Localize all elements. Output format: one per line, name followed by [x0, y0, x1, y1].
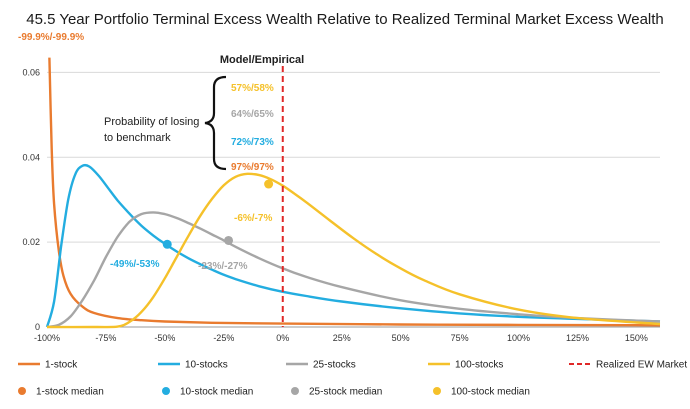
ten-stock-median-label: -49%/-53% — [110, 259, 160, 270]
y-tick-label: 0.04 — [22, 152, 40, 162]
series-line-10-stocks — [45, 163, 661, 328]
legend-label-25-stock-median: 25-stock median — [309, 387, 382, 398]
x-tick-label: 50% — [392, 333, 410, 343]
one-stock-median-label: -99.9%/-99.9% — [18, 32, 84, 43]
probability-brace — [204, 75, 227, 171]
legend-label-10-stocks: 10-stocks — [185, 360, 228, 371]
legend-label-25-stocks: 25-stocks — [313, 360, 356, 371]
x-tick-label: -100% — [34, 333, 60, 343]
legend-label-1-stock-median: 1-stock median — [36, 387, 104, 398]
x-tick-label: 25% — [333, 333, 351, 343]
y-tick-label: 0.02 — [22, 237, 40, 247]
probability-25-stocks: 64%/65% — [231, 109, 274, 120]
legend-marker-100-stock-median — [433, 387, 441, 395]
median-point-100-stock-median — [264, 179, 274, 189]
probability-caption-line1: Probability of losing — [104, 116, 199, 128]
model-empirical-heading: Model/Empirical — [220, 54, 304, 66]
hundred-stock-median-label: -6%/-7% — [234, 213, 272, 224]
axes: 0 0.02 0.04 0.06 -100% -75% -50% -25% 0% 25% 50% 75… — [22, 67, 660, 343]
legend-marker-25-stock-median — [291, 387, 299, 395]
x-tick-label: 75% — [451, 333, 469, 343]
twentyfive-stock-median-label: -23%/-27% — [198, 261, 248, 272]
median-markers — [162, 179, 274, 249]
x-tick-label: 125% — [566, 333, 589, 343]
legend: 1-stock 10-stocks 25-stocks 100-stocks Reali… — [18, 360, 687, 398]
median-point-10-stock-median — [162, 239, 172, 249]
series-line-1-stock — [48, 57, 661, 327]
legend-label-100-stock-median: 100-stock median — [451, 387, 530, 398]
legend-marker-1-stock-median — [18, 387, 26, 395]
x-tick-label: -75% — [95, 333, 116, 343]
legend-label-realized-ew-market: Realized EW Market — [596, 360, 687, 371]
x-tick-label: 100% — [507, 333, 530, 343]
probability-10-stocks: 72%/73% — [231, 137, 274, 148]
x-tick-label: 0% — [276, 333, 289, 343]
chart-title: 45.5 Year Portfolio Terminal Excess Weal… — [26, 11, 664, 28]
series-line-25-stocks — [46, 211, 661, 329]
probability-annotation: Model/Empirical Probability of losing to… — [104, 54, 304, 173]
legend-label-100-stocks: 100-stocks — [455, 360, 503, 371]
grid-lines — [47, 71, 660, 243]
y-tick-label: 0.06 — [22, 67, 40, 77]
probability-100-stocks: 57%/58% — [231, 83, 274, 94]
median-point-25-stock-median — [224, 235, 234, 245]
legend-label-1-stock: 1-stock — [45, 360, 78, 371]
x-tick-label: -50% — [154, 333, 175, 343]
x-tick-label: 150% — [625, 333, 648, 343]
legend-marker-10-stock-median — [162, 387, 170, 395]
probability-caption-line2: to benchmark — [104, 132, 171, 144]
series-line-100-stocks — [46, 172, 661, 329]
series-lines — [45, 57, 661, 329]
legend-label-10-stock-median: 10-stock median — [180, 387, 253, 398]
probability-1-stock: 97%/97% — [231, 162, 274, 173]
y-tick-label: 0 — [35, 322, 40, 332]
x-tick-label: -25% — [213, 333, 234, 343]
